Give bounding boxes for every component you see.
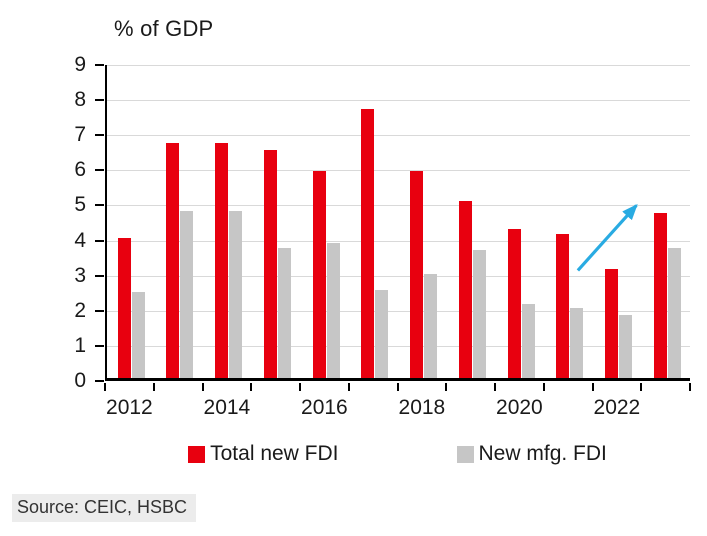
legend-label-new-mfg-fdi: New mfg. FDI bbox=[478, 442, 607, 465]
bar-group-2015 bbox=[253, 65, 302, 378]
bar-group-2014 bbox=[205, 65, 254, 378]
bar-group-2017 bbox=[351, 65, 400, 378]
x-axis-tick bbox=[542, 383, 545, 391]
bar-mfg-fdi-2023 bbox=[667, 248, 681, 378]
legend-swatch-red-icon bbox=[188, 445, 206, 463]
gridline bbox=[107, 275, 690, 277]
y-axis-tick bbox=[95, 204, 104, 207]
x-axis-tick bbox=[299, 383, 301, 391]
gridline bbox=[107, 345, 690, 347]
y-axis-tick bbox=[95, 380, 104, 382]
y-axis-tick bbox=[95, 99, 104, 102]
x-axis-label-2022: 2022 bbox=[593, 396, 641, 419]
bar-group-2013 bbox=[156, 65, 205, 378]
bar-group-2021 bbox=[546, 65, 595, 378]
legend-swatch-gray-icon bbox=[456, 445, 474, 463]
bar-mfg-fdi-2016 bbox=[326, 242, 340, 378]
bar-total-fdi-2019 bbox=[458, 200, 472, 378]
y-axis-label-3: 3 bbox=[74, 263, 86, 287]
y-axis-label-7: 7 bbox=[74, 123, 86, 147]
bar-group-2023 bbox=[643, 65, 692, 378]
gridline bbox=[107, 65, 690, 66]
legend: Total new FDI New mfg. FDI bbox=[105, 442, 690, 466]
x-axis-tick bbox=[591, 383, 594, 391]
y-axis-tick bbox=[95, 309, 104, 312]
bar-total-fdi-2018 bbox=[410, 170, 423, 378]
y-axis-tick bbox=[95, 64, 104, 66]
gridline bbox=[107, 205, 690, 207]
legend-label-total-new-fdi: Total new FDI bbox=[210, 442, 339, 465]
x-axis-tick bbox=[201, 383, 204, 391]
y-axis-label-4: 4 bbox=[74, 228, 86, 252]
x-axis-label-2014: 2014 bbox=[203, 396, 251, 419]
gridline bbox=[107, 170, 690, 172]
x-axis-tick bbox=[396, 383, 399, 391]
x-axis-tick bbox=[152, 383, 155, 391]
y-axis-label-6: 6 bbox=[74, 158, 86, 182]
bar-group-2022 bbox=[595, 65, 644, 378]
y-axis-label-5: 5 bbox=[74, 193, 86, 217]
bar-mfg-fdi-2020 bbox=[521, 304, 535, 378]
source-note: Source: CEIC, HSBC bbox=[12, 494, 197, 522]
y-axis-unit-label: % of GDP bbox=[114, 16, 214, 41]
bar-mfg-fdi-2022 bbox=[619, 314, 632, 378]
y-axis-tick bbox=[95, 169, 104, 172]
x-axis-tick bbox=[640, 383, 643, 391]
bar-group-2016 bbox=[302, 65, 351, 378]
y-axis-tick bbox=[95, 239, 104, 242]
gridline bbox=[107, 100, 690, 102]
legend-item-new-mfg-fdi: New mfg. FDI bbox=[456, 442, 607, 466]
bar-total-fdi-2021 bbox=[556, 234, 570, 378]
x-axis-tick bbox=[494, 383, 496, 391]
y-axis-label-1: 1 bbox=[74, 333, 86, 357]
plot-area bbox=[105, 65, 690, 381]
bar-mfg-fdi-2015 bbox=[277, 248, 291, 378]
bar-mfg-fdi-2017 bbox=[375, 290, 389, 378]
y-axis-tick bbox=[95, 134, 104, 137]
bar-mfg-fdi-2012 bbox=[131, 291, 145, 378]
bar-mfg-fdi-2018 bbox=[424, 274, 437, 378]
bar-group-2019 bbox=[448, 65, 497, 378]
bar-total-fdi-2016 bbox=[312, 170, 326, 378]
bar-mfg-fdi-2014 bbox=[229, 211, 242, 378]
bar-total-fdi-2012 bbox=[117, 237, 131, 378]
y-axis-label-0: 0 bbox=[74, 369, 86, 392]
x-axis-tick bbox=[347, 383, 350, 391]
bar-total-fdi-2013 bbox=[166, 142, 180, 378]
x-axis-tick bbox=[445, 383, 448, 391]
y-axis-label-9: 9 bbox=[74, 53, 86, 76]
bar-total-fdi-2022 bbox=[605, 269, 618, 378]
x-axis-label-2020: 2020 bbox=[496, 396, 543, 419]
gridline bbox=[107, 240, 690, 242]
bar-mfg-fdi-2019 bbox=[472, 249, 486, 378]
bar-total-fdi-2014 bbox=[215, 142, 228, 378]
legend-item-total-new-fdi: Total new FDI bbox=[188, 442, 339, 466]
y-axis-label-8: 8 bbox=[74, 88, 86, 112]
bar-total-fdi-2015 bbox=[263, 149, 277, 378]
y-axis-tick bbox=[95, 344, 104, 347]
bar-total-fdi-2020 bbox=[507, 228, 521, 378]
bar-group-2020 bbox=[497, 65, 546, 378]
y-axis-label-2: 2 bbox=[74, 298, 86, 322]
gridline bbox=[107, 135, 690, 137]
x-axis-label-2012: 2012 bbox=[106, 396, 153, 419]
bar-mfg-fdi-2013 bbox=[180, 211, 194, 378]
bar-mfg-fdi-2021 bbox=[570, 307, 584, 378]
gridline bbox=[107, 310, 690, 312]
x-axis-tick bbox=[104, 383, 106, 391]
x-axis-tick bbox=[250, 383, 253, 391]
bar-total-fdi-2017 bbox=[361, 109, 375, 378]
y-axis-tick bbox=[95, 274, 104, 277]
x-axis-tick bbox=[689, 383, 691, 391]
bar-total-fdi-2023 bbox=[653, 212, 667, 378]
x-axis-label-2018: 2018 bbox=[398, 396, 446, 419]
x-axis-label-2016: 2016 bbox=[301, 396, 348, 419]
bar-group-2012 bbox=[107, 65, 156, 378]
bar-group-2018 bbox=[400, 65, 449, 378]
